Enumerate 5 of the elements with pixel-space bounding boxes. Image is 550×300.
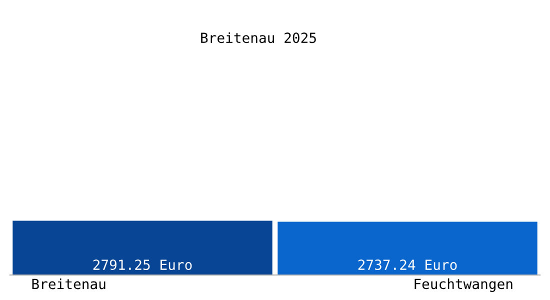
data-label: 2737.24 Euro [358,260,457,270]
chart-title: Breitenau 2025 [201,32,316,44]
x-tick-label: Breitenau [32,278,106,290]
data-label: 2791.25 Euro [93,260,192,270]
x-tick-label: Feuchtwangen [414,278,512,292]
